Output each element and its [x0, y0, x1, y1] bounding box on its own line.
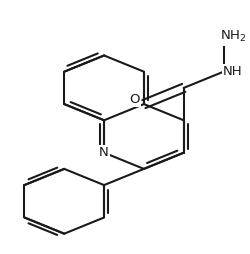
Text: NH$_2$: NH$_2$: [220, 29, 246, 44]
Text: NH: NH: [223, 65, 243, 78]
Text: O: O: [129, 93, 140, 106]
Text: N: N: [99, 146, 109, 159]
